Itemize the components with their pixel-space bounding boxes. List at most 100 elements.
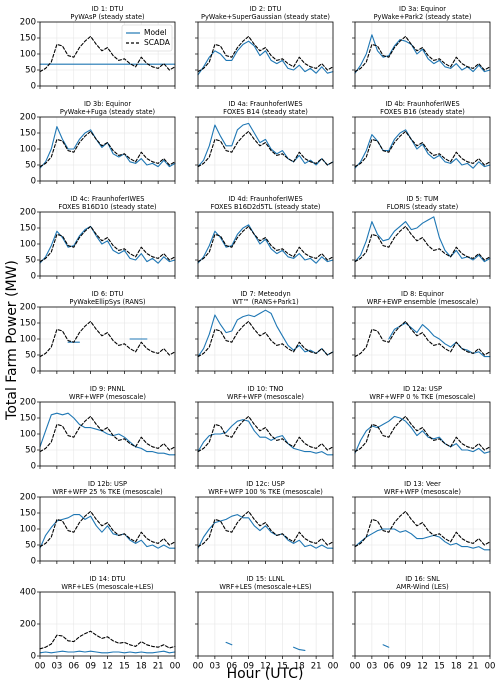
plot-frame <box>39 496 176 562</box>
x-tick-label: 12 <box>260 662 271 672</box>
panel-title: ID 12a: USP <box>403 385 442 393</box>
y-tick-label: 200 <box>20 493 36 503</box>
y-tick-label: 100 <box>20 430 36 440</box>
panel-title: ID 3b: Equinor <box>84 100 131 108</box>
x-tick-label: 03 <box>51 662 62 672</box>
legend-box <box>121 24 173 52</box>
x-tick-label: 09 <box>400 662 411 672</box>
series-line <box>197 320 334 358</box>
y-tick-label: 50 <box>25 541 36 551</box>
panel-title: PyWakeEllipSys (RANS) <box>69 298 145 306</box>
panel-title: WT™ (RANS+Park1) <box>232 298 298 306</box>
series-line <box>382 644 390 648</box>
panel-title: ID 4b: FraunhoferIWES <box>385 100 459 108</box>
series-line <box>197 309 334 358</box>
y-tick-label: 150 <box>20 414 36 424</box>
panel-title: ID 16: SNL <box>405 575 440 583</box>
panel-title: WRF+WFP 100 % TKE (mesoscale) <box>208 488 323 496</box>
x-tick-label: 06 <box>68 662 79 672</box>
series-line <box>354 225 491 263</box>
y-tick-label: 150 <box>20 129 36 139</box>
y-tick-label: 50 <box>25 446 36 456</box>
series-line <box>225 641 306 651</box>
x-tick-label: 03 <box>209 662 220 672</box>
series-line <box>39 412 176 456</box>
x-tick-label: 06 <box>226 662 237 672</box>
x-tick-label: 18 <box>136 662 147 672</box>
y-tick-label: 100 <box>20 525 36 535</box>
plot-frame <box>197 591 334 657</box>
panel-title: ID 4d: FraunhoferIWES <box>228 195 302 203</box>
legend-label: Model <box>144 28 167 37</box>
panel-title: ID 3a: Equinor <box>399 5 446 13</box>
panel-title: WRF+WFP 25 % TKE (mesoscale) <box>52 488 162 496</box>
panel-title: PyWake+Park2 (steady state) <box>374 13 472 21</box>
panel-title: AMR-Wind (LES) <box>396 583 448 591</box>
plot-frame <box>354 401 491 467</box>
y-tick-label: 0 <box>31 557 36 567</box>
series-line <box>39 650 176 654</box>
series-line <box>197 514 334 549</box>
x-tick-label: 03 <box>366 662 377 672</box>
panel-title: ID 9: PNNL <box>90 385 125 393</box>
series-line <box>197 40 334 76</box>
series-line <box>39 35 176 73</box>
series-line <box>354 510 491 548</box>
x-tick-label: 21 <box>311 662 322 672</box>
plot-frame <box>39 591 176 657</box>
panel-title: ID 14: DTU <box>90 575 126 583</box>
y-tick-label: 150 <box>20 319 36 329</box>
y-tick-label: 400 <box>20 588 36 598</box>
plot-frame <box>39 306 176 372</box>
x-tick-label: 09 <box>85 662 96 672</box>
panel-title: ID 7: Meteodyn <box>240 290 290 298</box>
y-tick-label: 50 <box>25 351 36 361</box>
y-tick-label: 200 <box>20 18 36 28</box>
plot-frame <box>39 211 176 277</box>
panel-title: WRF+WFP (mesoscale) <box>384 488 461 496</box>
panel-title: PyWake+Fuga (steady state) <box>60 108 155 116</box>
panel: 0 200 400 00 03 06 09 12 15 18 21 00 ID 14: DTUWRF+L… <box>20 575 181 672</box>
series-line <box>197 415 334 453</box>
panel-title: ID 12c: USP <box>246 480 284 488</box>
series-line <box>197 419 334 456</box>
series-line <box>354 129 491 169</box>
panel-title: WRF+WFP 0 % TKE (mesoscale) <box>369 393 475 401</box>
x-tick-label: 00 <box>328 662 339 672</box>
x-tick-label: 18 <box>294 662 305 672</box>
plot-frame <box>197 21 334 87</box>
y-tick-label: 0 <box>31 272 36 282</box>
x-tick-label: 21 <box>153 662 164 672</box>
y-tick-label: 0 <box>31 367 36 377</box>
y-tick-label: 0 <box>31 462 36 472</box>
panel-title: ID 6: DTU <box>92 290 124 298</box>
series-line <box>39 510 176 548</box>
series-line <box>354 415 491 454</box>
panel-title: ID 2: DTU <box>250 5 282 13</box>
series-line <box>39 225 176 263</box>
x-tick-label: 15 <box>277 662 288 672</box>
y-tick-label: 0 <box>31 177 36 187</box>
x-tick-label: 15 <box>119 662 130 672</box>
y-tick-label: 200 <box>20 398 36 408</box>
series-line <box>39 130 176 168</box>
panel-title: ID 4a: FraunhoferIWES <box>228 100 302 108</box>
y-tick-label: 150 <box>20 224 36 234</box>
x-tick-label: 00 <box>485 662 496 672</box>
x-tick-label: 00 <box>170 662 181 672</box>
series-line <box>197 225 334 263</box>
x-tick-label: 18 <box>451 662 462 672</box>
